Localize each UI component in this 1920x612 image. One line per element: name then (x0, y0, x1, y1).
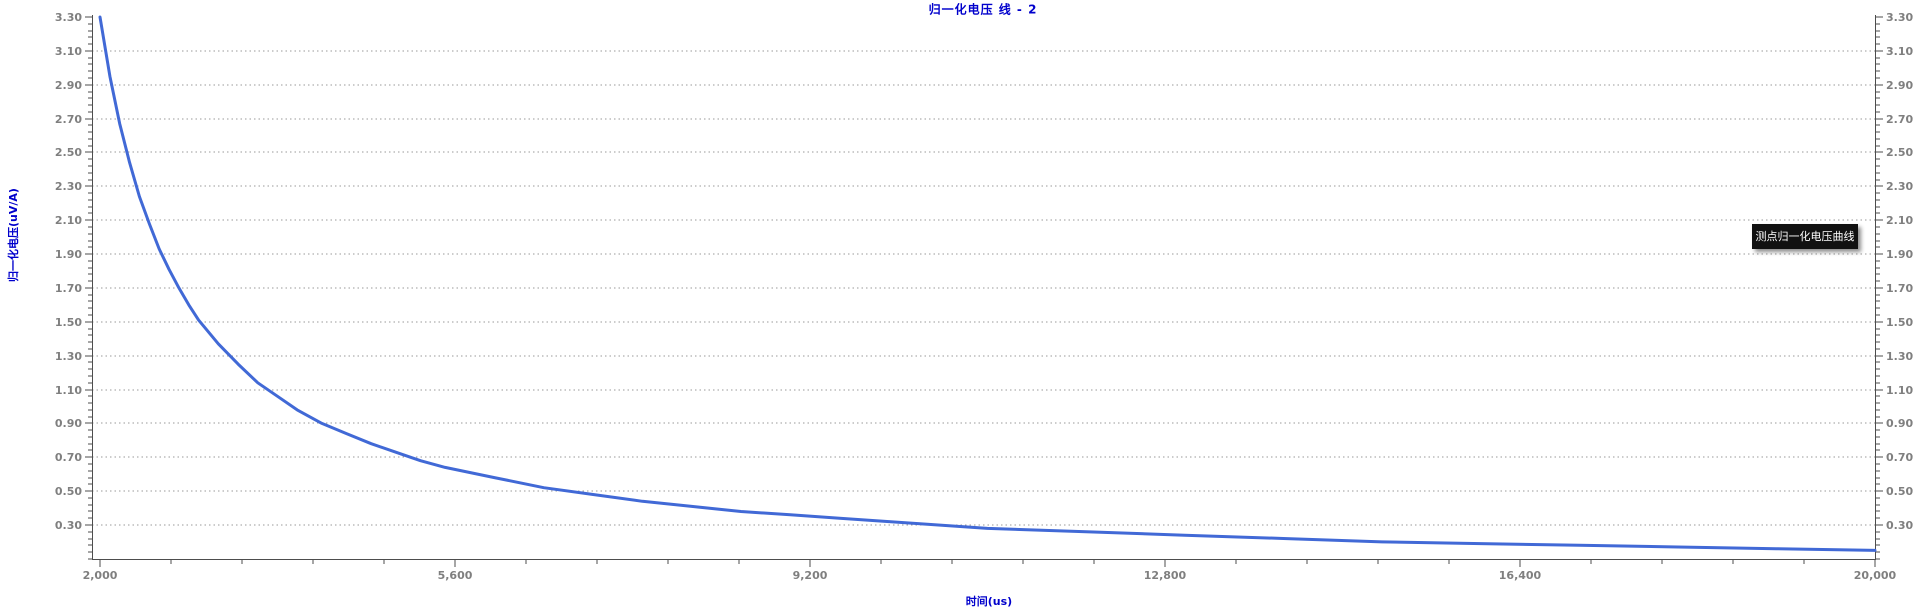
legend-box[interactable]: 测点归一化电压曲线 (1752, 224, 1858, 249)
y-tick-label-left: 0.50 (55, 485, 82, 498)
chart-title: 归一化电压 线 - 2 (928, 2, 1038, 17)
y-tick-label-right: 3.30 (1886, 11, 1913, 24)
y-tick-label-left: 2.10 (55, 214, 82, 227)
y-tick-label-left: 1.30 (55, 350, 82, 363)
y-tick-label-right: 1.10 (1886, 384, 1913, 397)
gridlines (92, 50, 1875, 526)
y-tick-label-left: 0.90 (55, 417, 82, 430)
x-tick-label: 5,600 (438, 569, 473, 582)
y-tick-label-left: 2.50 (55, 146, 82, 159)
y-tick-label-left: 2.70 (55, 113, 82, 126)
x-tick-label: 12,800 (1144, 569, 1187, 582)
x-tick-label: 9,200 (793, 569, 828, 582)
y-tick-label-right: 0.50 (1886, 485, 1913, 498)
y-tick-label-left: 1.10 (55, 384, 82, 397)
y-tick-label-right: 2.50 (1886, 146, 1913, 159)
y-tick-label-right: 2.10 (1886, 214, 1913, 227)
y-tick-label-left: 3.30 (55, 11, 82, 24)
y-tick-label-left: 0.70 (55, 451, 82, 464)
y-tick-label-left: 0.30 (55, 519, 82, 532)
y-tick-label-left: 1.50 (55, 316, 82, 329)
y-tick-label-right: 2.70 (1886, 113, 1913, 126)
x-tick-label: 16,400 (1499, 569, 1542, 582)
y-tick-label-left: 2.90 (55, 79, 82, 92)
data-curve[interactable] (98, 15, 1877, 552)
y-tick-label-right: 2.30 (1886, 180, 1913, 193)
y-tick-label-left: 1.90 (55, 248, 82, 261)
y-tick-label-right: 1.90 (1886, 248, 1913, 261)
y-tick-label-right: 0.70 (1886, 451, 1913, 464)
x-axis-title: 时间(us) (965, 595, 1013, 608)
y-tick-label-right: 2.90 (1886, 79, 1913, 92)
y-tick-label-right: 1.30 (1886, 350, 1913, 363)
y-tick-label-right: 0.30 (1886, 519, 1913, 532)
y-tick-label-left: 2.30 (55, 180, 82, 193)
x-tick-label: 2,000 (83, 569, 118, 582)
tick-marks (85, 16, 1883, 567)
x-tick-label: 20,000 (1854, 569, 1897, 582)
y-tick-label-right: 1.50 (1886, 316, 1913, 329)
y-tick-label-right: 1.70 (1886, 282, 1913, 295)
axes (92, 15, 1876, 560)
y-tick-label-right: 3.10 (1886, 45, 1913, 58)
y-tick-label-right: 0.90 (1886, 417, 1913, 430)
y-tick-label-left: 1.70 (55, 282, 82, 295)
y-axis-title: 归一化电压(uV/A) (7, 188, 20, 282)
y-tick-label-left: 3.10 (55, 45, 82, 58)
